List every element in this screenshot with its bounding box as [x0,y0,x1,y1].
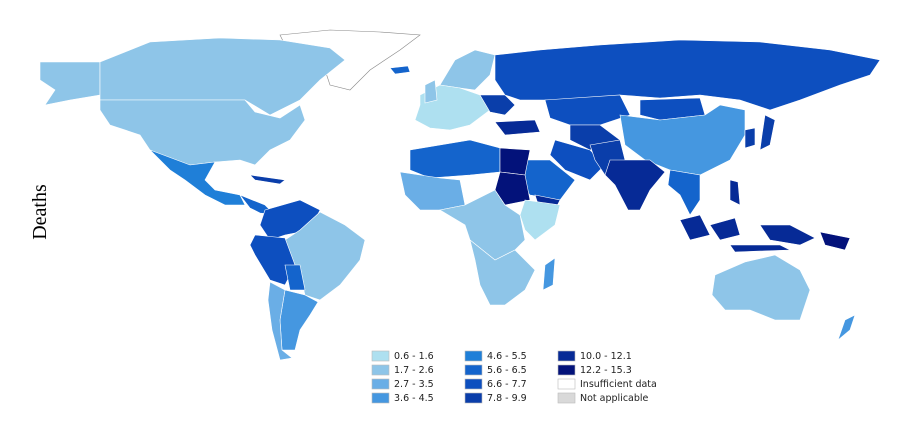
scandinavia [439,49,496,91]
bolivia [284,264,306,291]
india [604,159,666,211]
southern-africa [469,239,536,306]
legend: 0.6 - 1.6 1.7 - 2.6 2.7 - 3.5 3.6 - 4.5 4.6 … [371,350,657,404]
turkey [494,119,541,136]
legend-label: 3.6 - 4.5 [394,393,434,404]
legend-label: 2.7 - 3.5 [394,379,434,390]
legend-label: 5.6 - 6.5 [487,365,527,376]
southeast-asia [667,169,701,216]
peru [249,234,296,286]
legend-label: 7.8 - 9.9 [487,393,527,404]
legend-label: 4.6 - 5.5 [487,351,527,362]
philippines [729,179,741,206]
kazakhstan [544,94,631,126]
ukraine [479,94,516,116]
madagascar [542,257,556,291]
japan [759,114,776,151]
legend-swatch [464,364,483,376]
sumatra [679,214,711,241]
west-africa [399,171,466,211]
russia [494,39,881,111]
australia [711,254,811,321]
sudan [494,171,531,206]
legend-label: Insufficient data [580,379,657,390]
map [39,29,881,361]
legend-swatch [371,392,390,404]
legend-label: 0.6 - 1.6 [394,351,434,362]
legend-swatch [371,378,390,390]
legend-label: Not applicable [580,393,649,404]
korea [744,127,756,149]
legend-swatch [557,378,576,390]
china [619,104,746,176]
new-zealand [837,314,856,341]
papua [819,231,851,251]
caribbean [249,174,286,185]
legend-label: 12.2 - 15.3 [580,365,632,376]
iran [549,139,606,181]
argentina [279,289,319,351]
egypt [499,147,531,176]
central-africa [439,189,526,261]
legend-swatch [464,392,483,404]
legend-swatch [464,350,483,362]
chile [267,281,293,361]
iceland [389,65,411,75]
usa [99,99,306,166]
java [729,244,791,253]
alaska [39,61,101,106]
borneo [709,217,741,241]
north-africa [409,139,501,179]
legend-swatch [371,350,390,362]
uk [424,79,438,104]
legend-label: 10.0 - 12.1 [580,351,632,362]
axis-label: Deaths [29,184,51,240]
legend-swatch [557,350,576,362]
legend-label: 6.6 - 7.7 [487,379,527,390]
sulawesi [759,224,816,246]
legend-swatch [557,364,576,376]
legend-swatch [464,378,483,390]
legend-swatch [557,392,576,404]
mexico [149,149,246,206]
legend-swatch [371,364,390,376]
horn-of-africa [519,199,561,241]
legend-label: 1.7 - 2.6 [394,365,434,376]
